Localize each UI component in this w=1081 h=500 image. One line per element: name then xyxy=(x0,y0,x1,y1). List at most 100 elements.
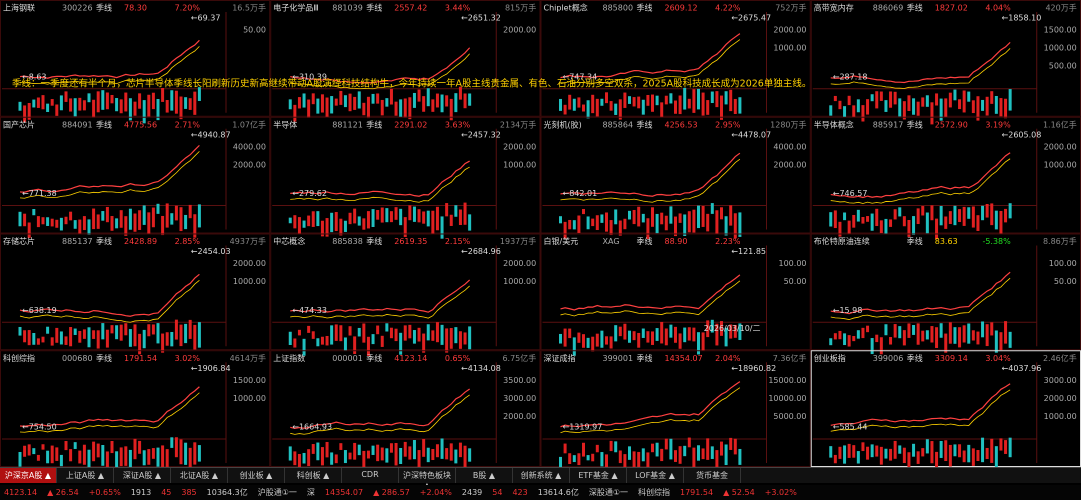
volume-bar xyxy=(449,214,453,226)
volume-bar xyxy=(944,333,948,353)
volume-bar xyxy=(628,446,631,460)
volume-bar xyxy=(660,448,664,462)
volume-bar xyxy=(64,441,68,451)
volume-bar xyxy=(170,213,174,225)
volume-bar xyxy=(1008,89,1012,111)
volume-bar xyxy=(930,102,934,125)
volume-bar xyxy=(559,456,562,467)
tab[interactable]: CDR xyxy=(342,468,399,483)
volume-bar xyxy=(852,336,856,342)
tab[interactable]: 货币基金 xyxy=(684,468,741,483)
volume-bar xyxy=(902,101,906,120)
tab[interactable]: 创业板 ▲ xyxy=(228,468,285,483)
tab[interactable]: 深证A股 ▲ xyxy=(114,468,171,483)
volume-bar xyxy=(124,216,128,236)
volume-bar xyxy=(655,213,659,234)
volume-bar xyxy=(701,206,705,227)
volume-bar xyxy=(78,450,82,464)
axis-label: 1000.00 xyxy=(1044,412,1077,421)
volume-bar xyxy=(440,324,444,345)
tab[interactable]: LOF基金 ▲ xyxy=(627,468,684,483)
volume-bar xyxy=(591,336,595,352)
volume-bar xyxy=(133,324,137,347)
volume-bar xyxy=(55,447,59,461)
status-item: 科创综指 xyxy=(638,488,670,497)
volume-bar xyxy=(316,98,320,114)
tab[interactable]: 沪深京A股 ▲ xyxy=(0,468,57,483)
volume-bar xyxy=(591,453,595,462)
volume-bar xyxy=(925,330,929,340)
panel-change: 2.85% xyxy=(175,237,201,246)
volume-bar xyxy=(142,450,146,466)
volume-bar xyxy=(605,336,608,345)
volume-bar xyxy=(325,218,329,237)
panel-code: 885838 xyxy=(332,237,363,246)
volume-bar xyxy=(325,97,329,117)
tab[interactable]: 沪深特色板块 ▲ xyxy=(399,468,456,490)
tab[interactable]: 科创板 ▲ xyxy=(285,468,342,483)
low-marker: ←8.63 xyxy=(22,72,47,81)
volume-bar xyxy=(69,449,73,462)
low-marker: ←15.98 xyxy=(833,306,863,315)
volume-bar xyxy=(119,447,123,467)
volume-bar xyxy=(939,323,943,338)
volume-bar xyxy=(614,441,618,453)
volume-bar xyxy=(582,208,585,215)
volume-bar xyxy=(449,443,453,461)
volume-bar xyxy=(985,324,989,347)
volume-bar xyxy=(101,211,105,221)
volume-bar xyxy=(637,206,641,227)
axis-label: 2000.00 xyxy=(1044,394,1077,403)
tab[interactable]: ETF基金 ▲ xyxy=(570,468,627,483)
panel-name: 中芯概念 xyxy=(273,236,305,246)
volume-bar xyxy=(847,95,851,106)
status-item: +0.65% xyxy=(88,488,121,497)
panel-price: 2619.35 xyxy=(394,237,427,246)
panel-price: 2428.89 xyxy=(124,237,157,246)
volume-bar xyxy=(674,450,677,462)
status-item: 45 xyxy=(161,488,172,497)
volume-bar xyxy=(36,216,40,228)
volume-bar xyxy=(174,437,178,458)
volume-bar xyxy=(110,216,114,231)
volume-bar xyxy=(833,210,837,229)
high-marker: ←18960.82 xyxy=(731,364,776,373)
volume-bar xyxy=(385,208,389,223)
volume-bar xyxy=(962,90,966,113)
volume-bar xyxy=(618,450,622,464)
moving-average xyxy=(19,46,200,85)
volume-bar xyxy=(893,209,897,220)
volume-bar xyxy=(568,219,572,230)
volume-bar xyxy=(1004,440,1008,454)
volume-bar xyxy=(124,446,128,466)
volume-bar xyxy=(115,451,119,467)
volume-bar xyxy=(710,446,714,459)
volume-bar xyxy=(403,325,407,341)
tab[interactable]: B股 ▲ xyxy=(456,468,513,483)
volume-bar xyxy=(431,449,435,461)
volume-bar xyxy=(623,92,627,108)
panel-change: 2.23% xyxy=(715,237,741,246)
volume-bar xyxy=(632,209,636,225)
moving-average xyxy=(560,158,741,203)
volume-bar xyxy=(348,326,352,336)
panel-volume: 2134万手 xyxy=(500,119,536,129)
tab[interactable]: 上证A股 ▲ xyxy=(57,468,114,483)
moving-average xyxy=(560,387,741,434)
high-marker: ←4037.96 xyxy=(1002,364,1042,373)
volume-bar xyxy=(307,99,311,118)
tab[interactable]: 创新系统 ▲ xyxy=(513,468,570,483)
tab[interactable]: 北证A股 ▲ xyxy=(171,468,228,483)
moving-average xyxy=(560,39,741,85)
volume-bar xyxy=(422,439,426,457)
volume-bar xyxy=(343,95,347,108)
volume-bar xyxy=(637,451,641,467)
volume-bar xyxy=(674,100,677,114)
price-trend xyxy=(290,160,470,197)
volume-bar xyxy=(110,94,114,104)
volume-bar xyxy=(376,444,380,462)
high-marker: ←69.37 xyxy=(191,14,221,23)
low-marker: ←1319.97 xyxy=(563,423,603,432)
volume-bar xyxy=(715,450,719,467)
volume-bar xyxy=(1004,98,1008,119)
